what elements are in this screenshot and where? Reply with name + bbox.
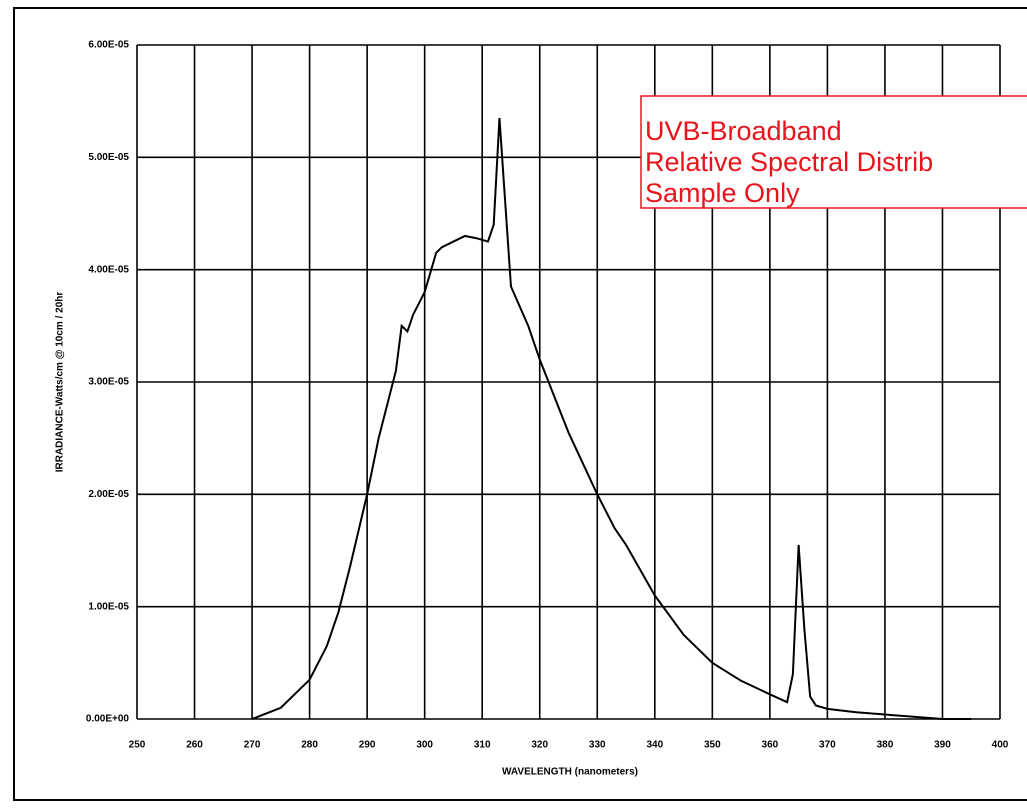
y-tick-label: 6.00E-05	[88, 40, 129, 51]
x-tick-label: 250	[129, 740, 146, 751]
line	[251, 117, 972, 720]
y-tick-label: 3.00E-05	[88, 377, 129, 388]
x-tick-label: 370	[819, 740, 836, 751]
x-tick-label: 330	[589, 740, 606, 751]
x-tick-label: 380	[877, 740, 894, 751]
annotation: Relative Spectral Distrib	[645, 147, 933, 177]
y-tick-label: 1.00E-05	[88, 601, 129, 612]
y-tick-label: 2.00E-05	[88, 489, 129, 500]
annotation: UVB-Broadband	[645, 116, 842, 146]
x-tick-label: 340	[646, 740, 663, 751]
x-tick-label: 260	[186, 740, 203, 751]
x-axis-label: WAVELENGTH (nanometers)	[502, 767, 638, 778]
x-tick-label: 350	[704, 740, 721, 751]
frame	[13, 7, 1027, 801]
x-tick-label: 400	[992, 740, 1009, 751]
y-tick-label: 5.00E-05	[88, 152, 129, 163]
x-tick-label: 390	[934, 740, 951, 751]
x-tick-label: 360	[762, 740, 779, 751]
x-tick-label: 270	[244, 740, 261, 751]
x-tick-label: 290	[359, 740, 376, 751]
x-tick-label: 310	[474, 740, 491, 751]
y-tick-label: 0.00E+00	[86, 714, 130, 725]
y-axis-label: IRRADIANCE-Watts/cm @ 10cm / 20hr	[55, 292, 66, 473]
x-tick-label: 300	[416, 740, 433, 751]
y-tick-label: 4.00E-05	[88, 264, 129, 275]
annotation-box	[640, 95, 1027, 209]
x-tick-label: 320	[531, 740, 548, 751]
annotation: Sample Only	[645, 178, 800, 208]
x-tick-label: 280	[301, 740, 318, 751]
